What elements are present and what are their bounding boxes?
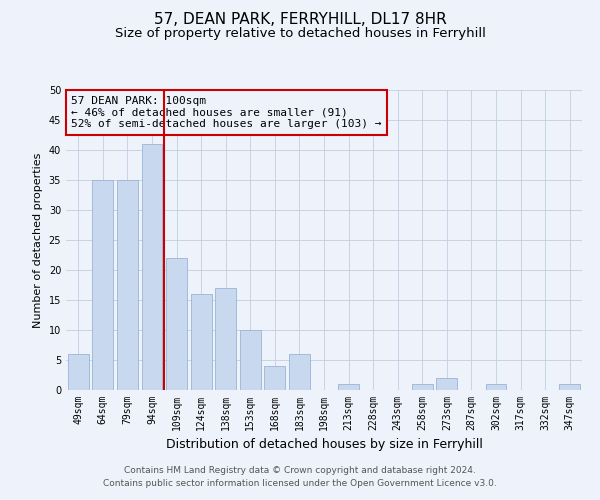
Bar xyxy=(166,258,187,390)
Text: 57 DEAN PARK: 100sqm
← 46% of detached houses are smaller (91)
52% of semi-detac: 57 DEAN PARK: 100sqm ← 46% of detached h… xyxy=(71,96,382,129)
X-axis label: Distribution of detached houses by size in Ferryhill: Distribution of detached houses by size … xyxy=(166,438,482,452)
Bar xyxy=(338,384,359,390)
Bar xyxy=(436,378,457,390)
Y-axis label: Number of detached properties: Number of detached properties xyxy=(33,152,43,328)
Bar xyxy=(117,180,138,390)
Bar xyxy=(92,180,113,390)
Bar xyxy=(68,354,89,390)
Text: Contains HM Land Registry data © Crown copyright and database right 2024.
Contai: Contains HM Land Registry data © Crown c… xyxy=(103,466,497,487)
Bar xyxy=(142,144,163,390)
Bar xyxy=(485,384,506,390)
Bar xyxy=(240,330,261,390)
Bar xyxy=(265,366,286,390)
Bar xyxy=(289,354,310,390)
Bar xyxy=(215,288,236,390)
Bar xyxy=(191,294,212,390)
Text: Size of property relative to detached houses in Ferryhill: Size of property relative to detached ho… xyxy=(115,28,485,40)
Bar xyxy=(412,384,433,390)
Bar xyxy=(559,384,580,390)
Text: 57, DEAN PARK, FERRYHILL, DL17 8HR: 57, DEAN PARK, FERRYHILL, DL17 8HR xyxy=(154,12,446,28)
